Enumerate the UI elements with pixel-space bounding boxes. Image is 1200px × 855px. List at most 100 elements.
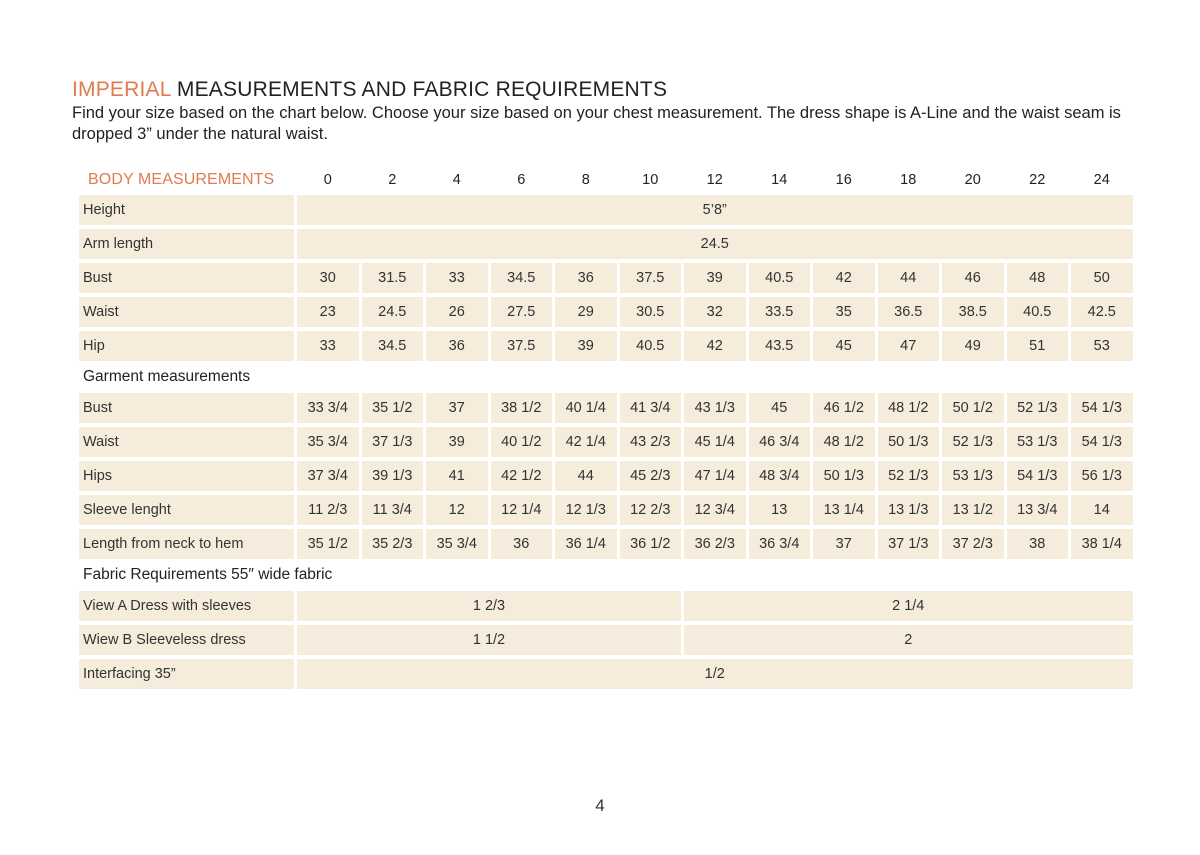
garment-section-title: Garment measurements	[83, 368, 251, 385]
fabric-left-cell: 1 1/2	[297, 625, 681, 655]
value-cell: 38.5	[942, 297, 1004, 327]
page-title: IMPERIAL MEASUREMENTS AND FABRIC REQUIRE…	[72, 78, 667, 102]
value-cell: 51	[1006, 331, 1068, 361]
value-cell: 41 3/4	[619, 393, 681, 423]
value-cell: 40.5	[748, 263, 810, 293]
value-cell: 38 1/2	[490, 393, 552, 423]
value-cell: 56 1/3	[1071, 461, 1133, 491]
value-cell: 14	[1071, 495, 1133, 525]
size-chart-table: BODY MEASUREMENTS 0 2 4 6 8 10 12 14 16 18 20 22 24 He…	[76, 165, 1136, 693]
merged-value-cell: 24.5	[297, 229, 1133, 259]
value-cell: 43 2/3	[619, 427, 681, 457]
value-cell: 37	[426, 393, 488, 423]
value-cell: 13 1/2	[942, 495, 1004, 525]
value-cell: 48	[1006, 263, 1068, 293]
value-cell: 33 3/4	[297, 393, 359, 423]
row-label: Hip	[79, 331, 294, 361]
value-cell: 46 3/4	[748, 427, 810, 457]
value-cell: 52 1/3	[877, 461, 939, 491]
value-cell: 46 1/2	[813, 393, 875, 423]
value-cell: 33.5	[748, 297, 810, 327]
row-label: Wiew B Sleeveless dress	[79, 625, 294, 655]
fabric-requirement-row: Interfacing 35” 1/2	[79, 659, 1133, 689]
value-cell: 44	[877, 263, 939, 293]
value-cell: 30.5	[619, 297, 681, 327]
value-cell: 11 3/4	[361, 495, 423, 525]
value-cell: 48 1/2	[877, 393, 939, 423]
garment-section-row: Garment measurements	[79, 365, 1133, 389]
row-label: Interfacing 35”	[79, 659, 294, 689]
value-cell: 33	[297, 331, 359, 361]
value-cell: 24.5	[361, 297, 423, 327]
value-cell: 47 1/4	[684, 461, 746, 491]
size-header-cell: 12	[706, 172, 723, 188]
value-cell: 42.5	[1071, 297, 1133, 327]
value-cell: 53	[1071, 331, 1133, 361]
intro-text: Find your size based on the chart below.…	[72, 104, 1121, 143]
row-label: Waist	[79, 297, 294, 327]
value-cell: 12 1/4	[490, 495, 552, 525]
value-cell: 50 1/2	[942, 393, 1004, 423]
value-cell: 13 1/4	[813, 495, 875, 525]
garment-measurement-row: Hips 37 3/4 39 1/3 41 42 1/2 44 45 2/3 47 1/4 48…	[79, 461, 1133, 491]
value-cell: 50 1/3	[813, 461, 875, 491]
value-cell: 40.5	[1006, 297, 1068, 327]
value-cell: 43 1/3	[684, 393, 746, 423]
value-cell: 13 1/3	[877, 495, 939, 525]
value-cell: 34.5	[490, 263, 552, 293]
value-cell: 35 3/4	[426, 529, 488, 559]
value-cell: 26	[426, 297, 488, 327]
value-cell: 35 1/2	[361, 393, 423, 423]
garment-measurement-row: Waist 35 3/4 37 1/3 39 40 1/2 42 1/4 43 2/3 45 …	[79, 427, 1133, 457]
row-label: Bust	[79, 263, 294, 293]
value-cell: 23	[297, 297, 359, 327]
fabric-section-title: Fabric Requirements 55″ wide fabric	[83, 566, 333, 583]
value-cell: 50 1/3	[877, 427, 939, 457]
value-cell: 12 3/4	[684, 495, 746, 525]
row-label: Waist	[79, 427, 294, 457]
value-cell: 45	[813, 331, 875, 361]
value-cell: 37	[813, 529, 875, 559]
value-cell: 54 1/3	[1071, 393, 1133, 423]
value-cell: 34.5	[361, 331, 423, 361]
value-cell: 42	[813, 263, 875, 293]
row-label: Length from neck to hem	[79, 529, 294, 559]
garment-measurement-row: Sleeve lenght 11 2/3 11 3/4 12 12 1/4 12 1/3 1…	[79, 495, 1133, 525]
value-cell: 47	[877, 331, 939, 361]
value-cell: 46	[942, 263, 1004, 293]
value-cell: 39	[684, 263, 746, 293]
size-header-cell: 16	[835, 172, 852, 188]
size-header-cell: 8	[581, 172, 590, 188]
value-cell: 44	[555, 461, 617, 491]
fabric-requirement-row: Wiew B Sleeveless dress 1 1/2 2	[79, 625, 1133, 655]
body-measurement-row: Arm length 24.5	[79, 229, 1133, 259]
merged-value-cell: 1/2	[297, 659, 1133, 689]
row-label: Hips	[79, 461, 294, 491]
value-cell: 54 1/3	[1006, 461, 1068, 491]
row-label: Height	[79, 195, 294, 225]
value-cell: 39	[426, 427, 488, 457]
size-header-cell: 24	[1093, 172, 1110, 188]
fabric-right-cell: 2 1/4	[684, 591, 1133, 621]
value-cell: 43.5	[748, 331, 810, 361]
row-label: Sleeve lenght	[79, 495, 294, 525]
value-cell: 37 3/4	[297, 461, 359, 491]
value-cell: 42 1/2	[490, 461, 552, 491]
value-cell: 42	[684, 331, 746, 361]
value-cell: 12 2/3	[619, 495, 681, 525]
value-cell: 50	[1071, 263, 1133, 293]
size-header-cell: 14	[771, 172, 788, 188]
body-measurement-row: Waist 23 24.5 26 27.5 29 30.5 32 33.5 35 36.5 38.5 4…	[79, 297, 1133, 327]
value-cell: 36.5	[877, 297, 939, 327]
value-cell: 35 3/4	[297, 427, 359, 457]
value-cell: 36	[555, 263, 617, 293]
value-cell: 53 1/3	[1006, 427, 1068, 457]
body-measurement-row: Height 5’8”	[79, 195, 1133, 225]
fabric-left-cell: 1 2/3	[297, 591, 681, 621]
size-header-cell: 22	[1029, 172, 1046, 188]
value-cell: 12	[426, 495, 488, 525]
size-header-cell: 10	[642, 172, 659, 188]
size-header-cell: 4	[452, 172, 461, 188]
value-cell: 40.5	[619, 331, 681, 361]
value-cell: 35 2/3	[361, 529, 423, 559]
